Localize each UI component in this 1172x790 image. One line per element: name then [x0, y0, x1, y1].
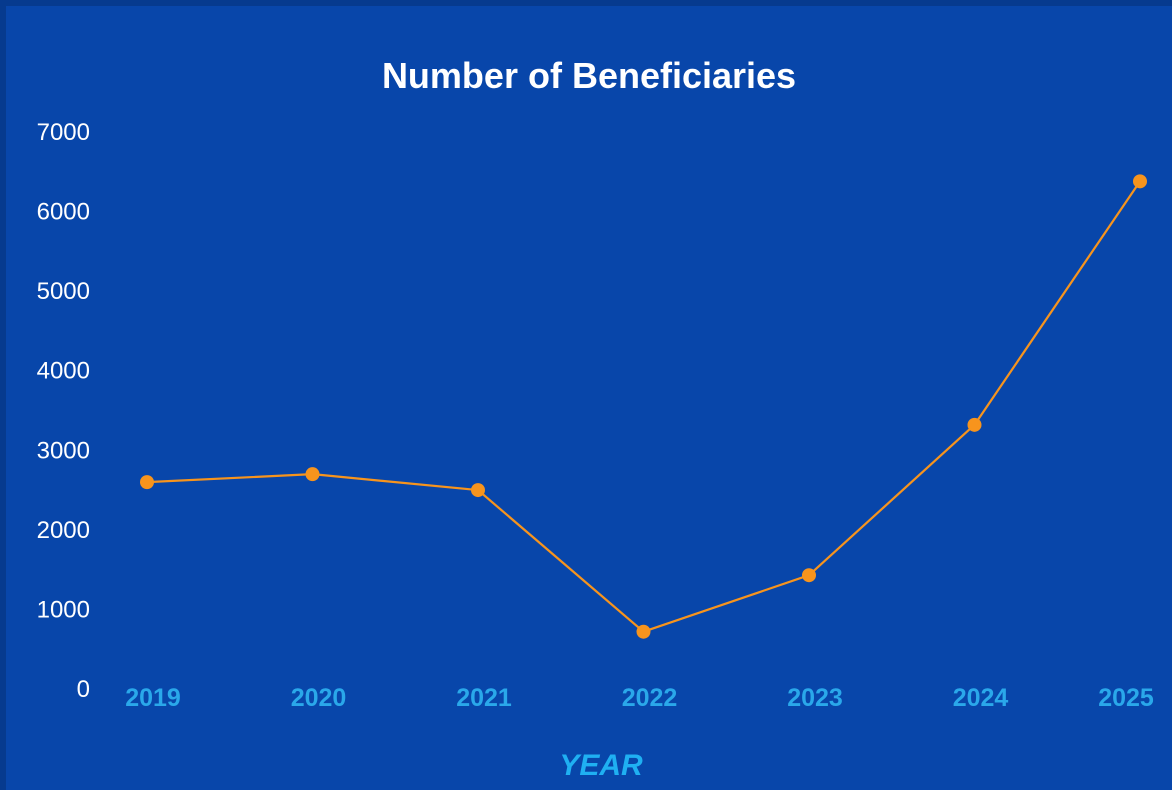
y-tick-label: 5000 — [37, 278, 90, 305]
y-tick-label: 3000 — [37, 437, 90, 464]
data-point — [802, 568, 816, 583]
data-points — [140, 174, 1147, 639]
series-lines — [146, 180, 1141, 633]
y-tick-label: 2000 — [37, 517, 90, 544]
data-point — [636, 624, 651, 639]
x-tick-label: 2025 — [1098, 684, 1154, 712]
y-tick-label: 1000 — [37, 596, 90, 623]
data-point — [471, 483, 485, 498]
y-tick-label: 0 — [77, 676, 90, 703]
x-tick-label: 2024 — [953, 684, 1009, 712]
data-point — [140, 475, 154, 490]
x-tick-label: 2019 — [125, 684, 181, 712]
y-tick-label: 7000 — [37, 119, 90, 146]
series-line — [146, 180, 1141, 633]
chart-title: Number of Beneficiaries — [382, 55, 796, 96]
data-point — [1133, 174, 1147, 189]
x-tick-label: 2021 — [456, 684, 512, 712]
y-tick-label: 4000 — [37, 358, 90, 385]
x-axis-label: YEAR — [559, 749, 643, 782]
x-axis-tick-labels: 2019 2020 2021 2022 2023 2024 2025 — [125, 684, 1154, 712]
y-tick-label: 6000 — [37, 199, 90, 226]
x-tick-label: 2022 — [622, 684, 678, 712]
x-tick-label: 2020 — [291, 684, 347, 712]
data-point — [967, 417, 982, 432]
x-tick-label: 2023 — [787, 684, 843, 712]
y-axis-tick-labels: 0 1000 2000 3000 4000 5000 6000 7000 — [37, 119, 90, 703]
data-point — [305, 467, 320, 482]
